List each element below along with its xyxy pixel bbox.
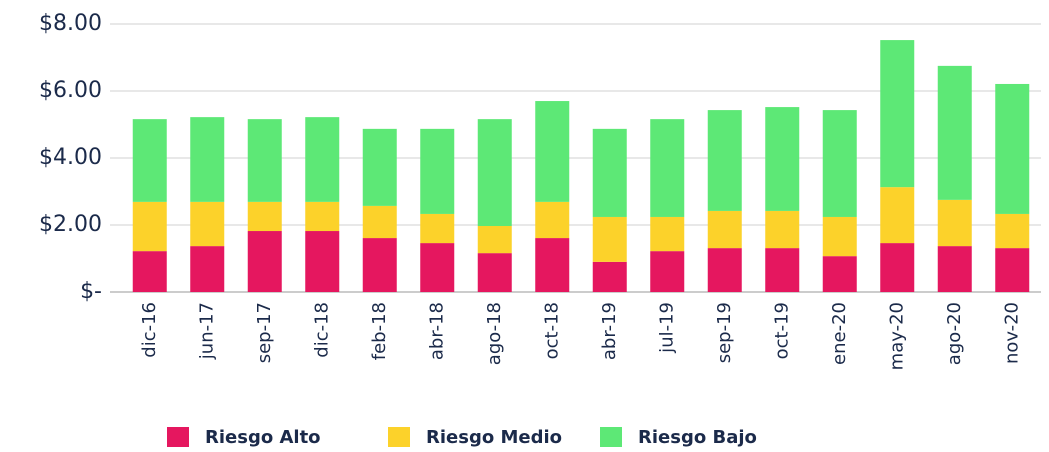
bar-segment — [477, 119, 512, 227]
bar-segment — [995, 248, 1030, 292]
bar-segment — [305, 117, 340, 202]
bar-segment — [650, 216, 685, 252]
bar-segment — [477, 253, 512, 292]
x-tick-label: sep-19 — [714, 302, 735, 363]
bar-segment — [880, 243, 915, 292]
bar-segment — [937, 246, 972, 292]
bar-segment — [132, 119, 167, 202]
bar-segment — [420, 243, 455, 292]
bar-segment — [822, 110, 857, 217]
bar-segment — [477, 226, 512, 254]
x-tick-label: nov-20 — [1001, 302, 1022, 364]
bar-segment — [650, 251, 685, 292]
legend-label: Riesgo Bajo — [638, 427, 757, 448]
y-tick-label: $2.00 — [39, 212, 102, 237]
bar-segment — [132, 201, 167, 252]
bar-segment — [247, 201, 282, 232]
bar-segment — [190, 117, 225, 202]
legend-swatch — [388, 427, 410, 447]
bar-segment — [650, 119, 685, 217]
bar-segment — [362, 205, 397, 239]
bar-segment — [995, 213, 1030, 249]
bar-segment — [592, 261, 627, 292]
bar-segment — [765, 248, 800, 292]
bar-segment — [592, 128, 627, 217]
bar-segment — [190, 246, 225, 292]
x-tick-label: jul-19 — [656, 302, 677, 354]
bar-segment — [420, 213, 455, 244]
legend-swatch — [167, 427, 189, 447]
legend-swatch — [600, 427, 622, 447]
x-tick-label: dic-18 — [311, 302, 332, 358]
bar-segment — [822, 256, 857, 292]
bar-segment — [765, 107, 800, 211]
bar-segment — [132, 251, 167, 292]
x-tick-label: ago-18 — [484, 302, 505, 365]
bar-segment — [592, 216, 627, 262]
bar-segment — [420, 128, 455, 214]
x-tick-label: feb-18 — [369, 302, 390, 360]
x-tick-label: abr-19 — [599, 302, 620, 360]
x-tick-label: dic-16 — [139, 302, 160, 358]
legend-label: Riesgo Medio — [426, 427, 562, 448]
x-tick-label: oct-19 — [771, 302, 792, 359]
y-tick-label: $8.00 — [39, 11, 102, 36]
x-tick-label: jun-17 — [196, 302, 217, 360]
bar-segment — [535, 238, 570, 292]
bar-segment — [707, 110, 742, 211]
bar-segment — [247, 231, 282, 292]
legend-label: Riesgo Alto — [205, 427, 321, 448]
bar-segment — [362, 238, 397, 292]
x-tick-label: ago-20 — [944, 302, 965, 365]
y-tick-label: $- — [80, 279, 102, 304]
bar-segment — [707, 248, 742, 292]
bar-segment — [535, 201, 570, 239]
bar-segment — [995, 83, 1030, 214]
bar-segment — [535, 101, 570, 202]
bar-segment — [937, 199, 972, 247]
x-tick-label: sep-17 — [254, 302, 275, 363]
bar-segment — [822, 216, 857, 257]
bar-segment — [305, 201, 340, 232]
bar-segment — [362, 128, 397, 206]
x-tick-label: may-20 — [886, 302, 907, 370]
y-tick-label: $4.00 — [39, 145, 102, 170]
bar-segment — [765, 210, 800, 249]
y-tick-label: $6.00 — [39, 78, 102, 103]
bar-segment — [247, 119, 282, 202]
x-tick-label: oct-18 — [541, 302, 562, 359]
x-tick-label: abr-18 — [426, 302, 447, 360]
bar-segment — [305, 231, 340, 292]
bar-segment — [937, 65, 972, 200]
bar-segment — [707, 210, 742, 249]
bar-segment — [880, 40, 915, 188]
x-tick-label: ene-20 — [829, 302, 850, 365]
bar-segment — [190, 201, 225, 247]
bar-segment — [880, 187, 915, 244]
